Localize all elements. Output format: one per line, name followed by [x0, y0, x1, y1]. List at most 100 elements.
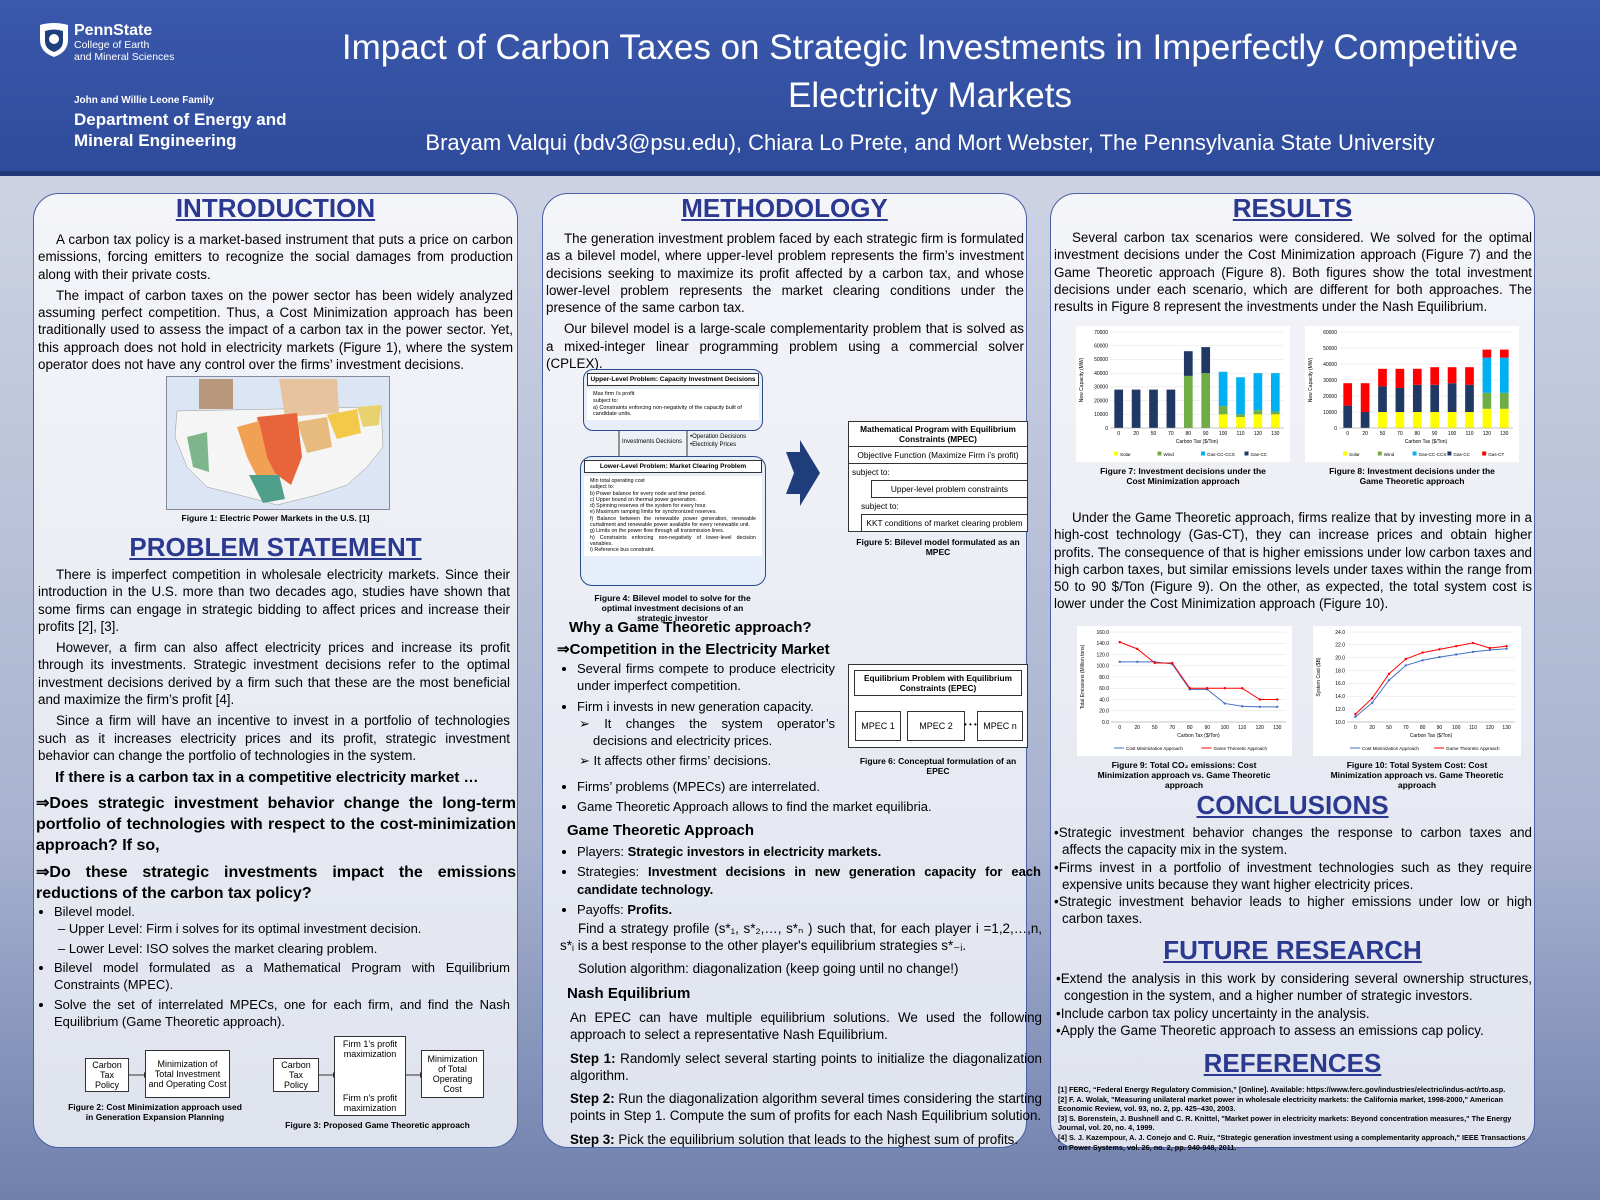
shape: Bilevel model. Upper Level: Firm i solve… — [38, 904, 510, 1031]
line — [1355, 642, 1507, 715]
point — [1354, 715, 1357, 719]
bar-segment — [1499, 392, 1509, 409]
bar-segment — [1253, 410, 1263, 415]
text: Strategies: — [577, 864, 640, 880]
y-tick-label: 160.0 — [1096, 630, 1109, 636]
text: Step 1: — [570, 1050, 616, 1066]
box-title: Equilibrium Problem with Equilibrium Con… — [854, 670, 1022, 696]
legend-swatch — [1447, 451, 1452, 456]
x-tick-label: 70 — [1403, 725, 1409, 731]
y-tick-label: 40000 — [1094, 371, 1108, 377]
step: Step 1: Randomly select several starting… — [570, 1050, 1042, 1085]
bullet: Game Theoretic Approach allows to find t… — [577, 798, 1031, 815]
x-tick-label: 130 — [1502, 725, 1511, 731]
authors: Brayam Valqui (bdv3@psu.edu), Chiara Lo … — [425, 130, 1435, 155]
legend-label: Wind — [1164, 452, 1175, 457]
y-tick-label: 20000 — [1323, 394, 1337, 400]
legend-swatch — [1412, 451, 1417, 456]
ellipsis: • • • — [964, 720, 977, 729]
x-axis-title: Carbon Tax ($/Ton) — [1410, 733, 1453, 739]
shape: It changes the system operator’s decisio… — [577, 715, 835, 770]
connector-label: •Electricity Prices — [690, 441, 737, 448]
constraint-line: i) Reference bus constraint. — [590, 547, 655, 554]
shape — [297, 417, 332, 453]
step: Step 2: Run the diagonalization algorith… — [570, 1090, 1042, 1125]
bar-segment — [1395, 412, 1405, 428]
bullet: Strategic investment behavior leads to h… — [1054, 893, 1532, 928]
bullet: Extend the analysis in this work by cons… — [1056, 970, 1532, 1005]
x-tick-label: 70 — [1168, 431, 1174, 437]
constraint-line: Max firm i’s profit — [593, 391, 635, 397]
box-lines: Max firm i’s profit subject to: a) Constra… — [587, 389, 759, 421]
constraint-line: f) Balance between the renewable power g… — [590, 515, 756, 529]
reference: [3] S. Borenstein, J. Bushnell and C. R.… — [1058, 1113, 1512, 1133]
bar-segment — [1131, 389, 1141, 428]
bar-segment — [1482, 408, 1492, 428]
legend-label: Game Theoretic Approach — [1446, 746, 1500, 751]
y-tick-label: 140.0 — [1096, 641, 1109, 647]
bar-segment — [1236, 417, 1245, 428]
bar-segment — [1412, 384, 1422, 412]
shape — [279, 379, 339, 417]
point — [1404, 664, 1407, 667]
reference: [4] S. J. Kazempour, A. J. Conejo and C.… — [1058, 1132, 1526, 1152]
bar-segment — [1465, 384, 1474, 412]
bar-segment — [1499, 408, 1509, 428]
bar-segment — [1412, 412, 1422, 428]
section-heading: INTRODUCTION — [175, 193, 376, 223]
x-tick-label: 110 — [1466, 431, 1474, 437]
y-tick-label: 70000 — [1094, 330, 1108, 336]
logo-text: College of Earth and Mineral Sciences — [74, 39, 174, 63]
bar-segment — [1343, 405, 1353, 428]
bar-segment — [1183, 375, 1193, 428]
paragraph: Since a firm will have an incentive to i… — [38, 713, 510, 763]
constraint-line: e) Maximum ramping limits for synchroniz… — [590, 509, 717, 516]
figure-caption: Figure 7: Investment decisions under the… — [1100, 466, 1266, 486]
bullet: Bilevel model. Upper Level: Firm i solve… — [54, 904, 510, 957]
x-axis-title: Carbon Tax ($/Ton) — [1405, 439, 1448, 445]
constraint-line: c) Upper bound on thermal power generati… — [590, 496, 697, 503]
shape — [786, 440, 820, 506]
y-tick-label: 24.0 — [1335, 630, 1345, 636]
y-tick-label: 20.0 — [1099, 709, 1109, 715]
bar-segment — [1482, 392, 1492, 409]
y-tick-label: 30000 — [1094, 385, 1108, 391]
bar-segment — [1499, 357, 1509, 393]
x-tick-label: 50 — [1152, 725, 1158, 731]
bar-segment — [1253, 373, 1263, 411]
question-intro: If there is a carbon tax in a competitiv… — [55, 769, 479, 786]
dept-family: John and Willie Leone Family — [74, 95, 214, 106]
text: Profits. — [627, 901, 673, 917]
chart-background — [1313, 626, 1521, 756]
sub-bullet: It changes the system operator’s decisio… — [593, 715, 835, 750]
y-tick-label: 60000 — [1094, 344, 1108, 350]
y-tick-label: 100.0 — [1096, 664, 1109, 670]
point — [1471, 641, 1475, 645]
bar-segment — [1270, 411, 1280, 415]
solution-algorithm: Solution algorithm: diagonalization (kee… — [578, 961, 959, 976]
chart: 0.0 20.0 40.0 60.0 80.0 100.0 120.0 140.0 160.0 0… — [1077, 626, 1292, 756]
bar-segment — [1447, 367, 1457, 384]
x-tick-label: 100 — [1448, 431, 1457, 437]
x-tick-label: 80 — [1186, 431, 1192, 437]
bullet-list: Bilevel model. Upper Level: Firm i solve… — [38, 904, 510, 1034]
point — [1404, 657, 1407, 661]
chart: 0 10000 20000 30000 40000 50000 60000 0 20 50 70 80… — [1305, 326, 1519, 462]
legend-label: Cost Minimization Approach — [1126, 746, 1183, 751]
legend-label: Gas-CC — [1453, 452, 1470, 457]
bar-segment — [1218, 406, 1228, 415]
bullet: Firms’ problems (MPECs) are interrelated… — [577, 778, 1031, 795]
diagram-box: Minimization of Total Investment and Ope… — [145, 1050, 230, 1098]
subheading: Why a Game Theoretic approach? — [569, 619, 812, 636]
chart-background — [1077, 626, 1292, 756]
bar-segment — [1236, 377, 1245, 415]
bullet: Firm i invests in new generation capacit… — [577, 698, 835, 770]
legend-label: Gas-CC-CCS — [1207, 452, 1235, 457]
point — [1206, 687, 1209, 690]
point — [1276, 698, 1279, 701]
line — [1355, 648, 1507, 718]
market-map — [166, 376, 390, 510]
legend-swatch — [1201, 451, 1205, 456]
bar-segment — [1201, 373, 1211, 428]
x-tick-label: 20 — [1134, 725, 1140, 731]
